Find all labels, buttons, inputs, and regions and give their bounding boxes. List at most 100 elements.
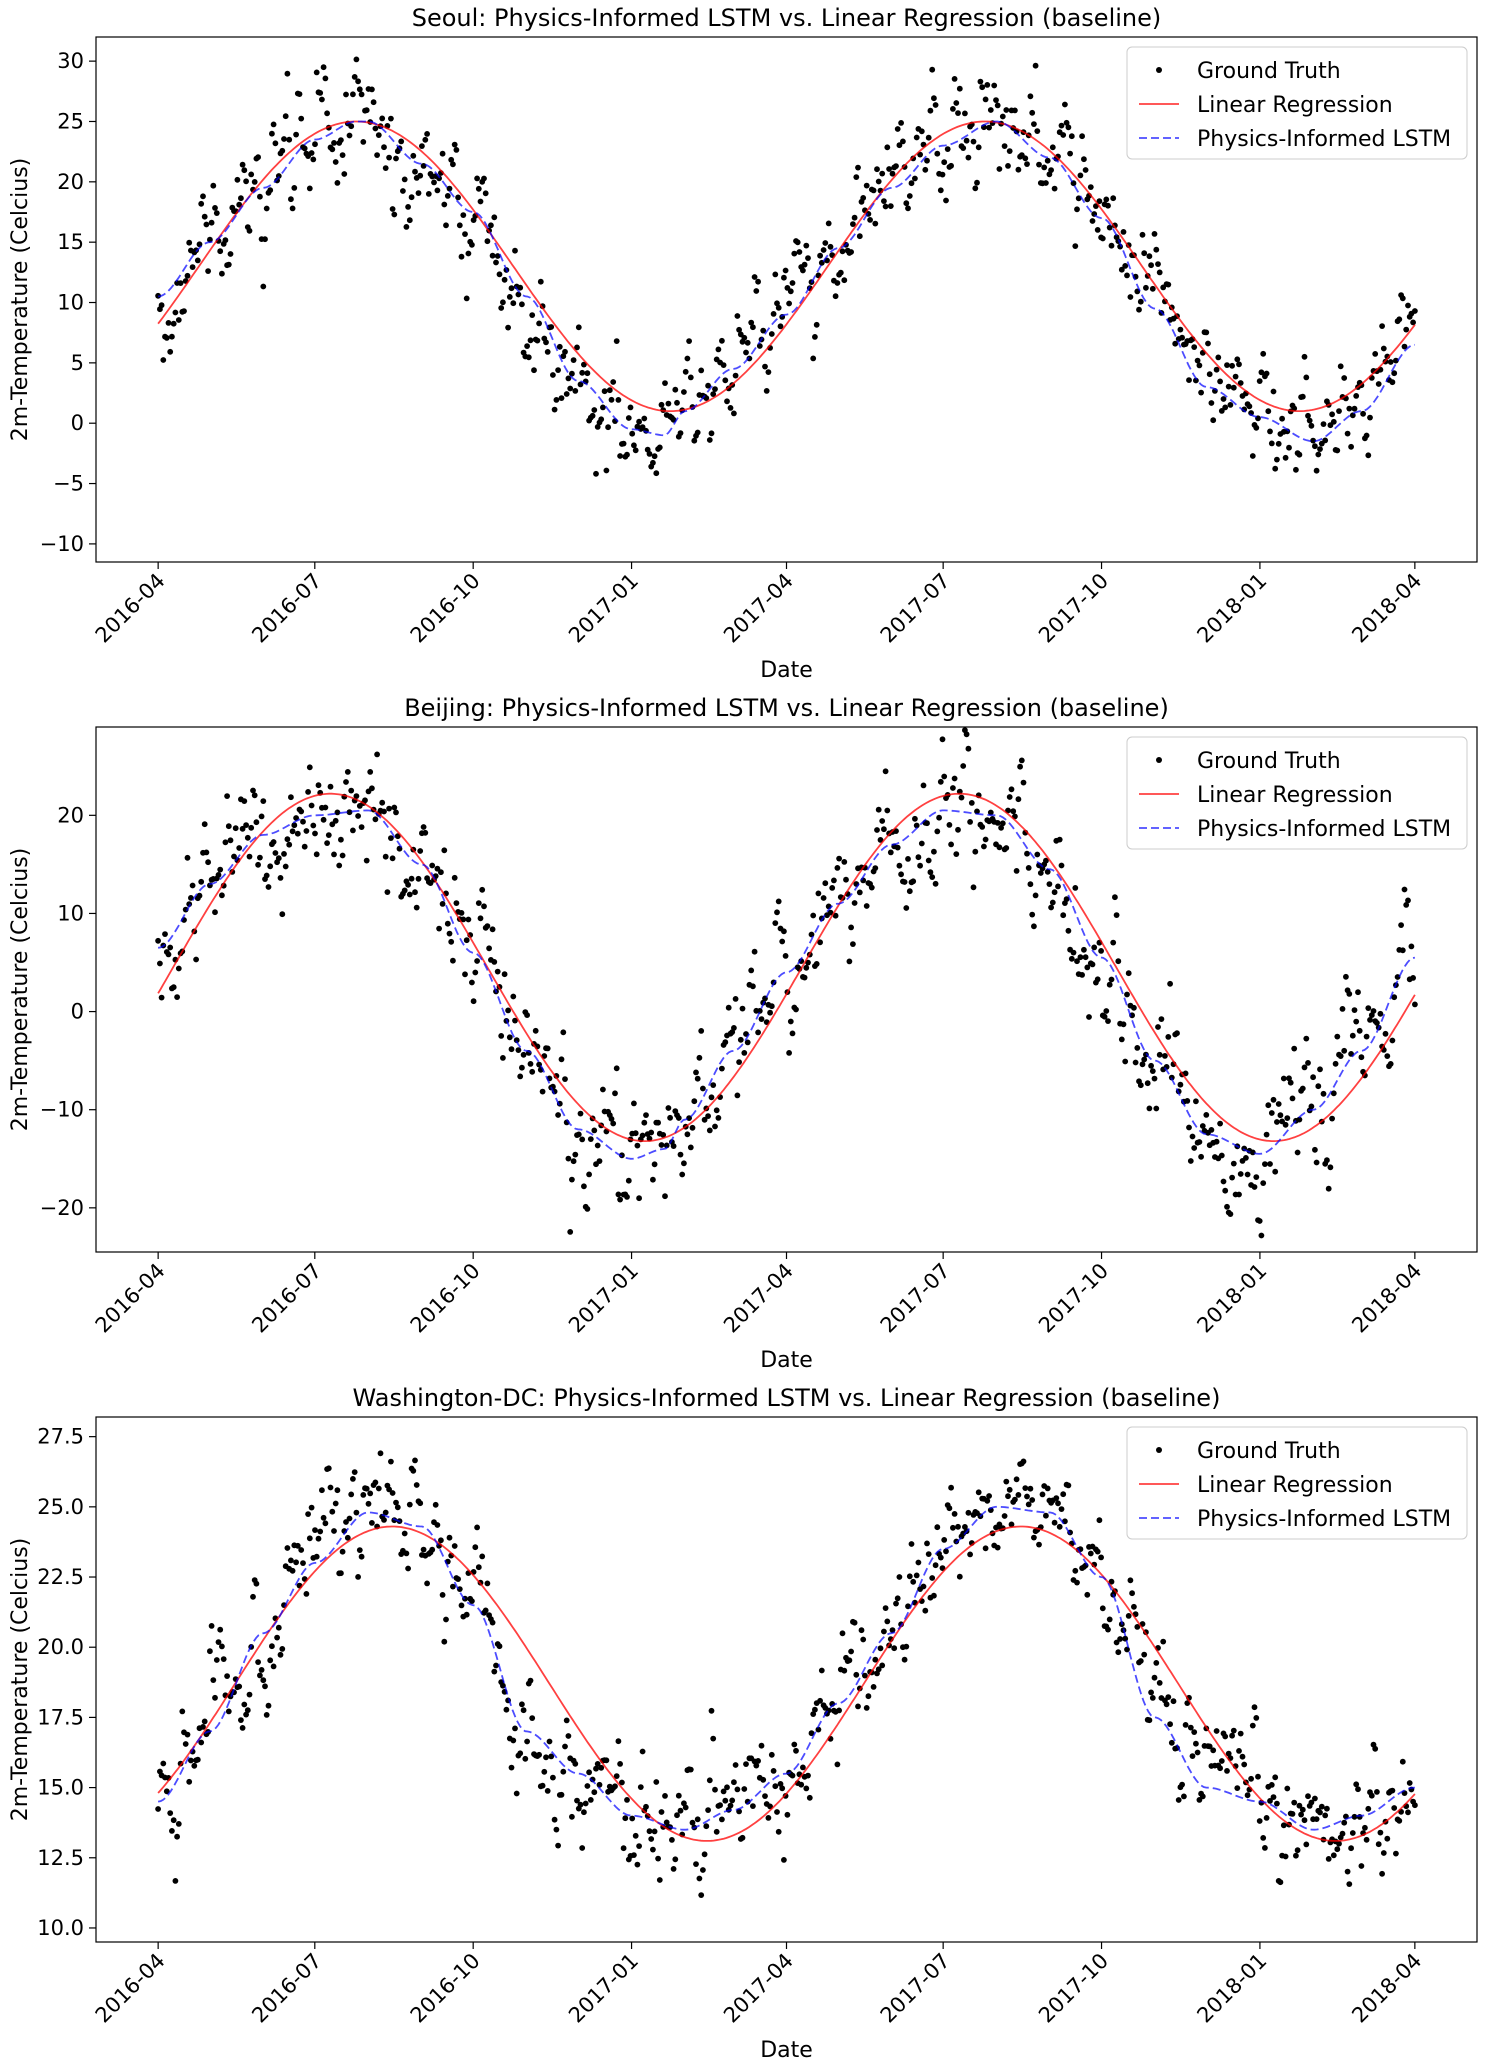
ground-truth-point	[691, 1098, 698, 1105]
ground-truth-point	[482, 1607, 489, 1614]
ground-truth-point	[722, 1039, 729, 1046]
ground-truth-point	[322, 1520, 329, 1527]
ground-truth-point	[872, 865, 879, 871]
ground-truth-point	[762, 1793, 768, 1799]
ground-truth-point	[1315, 1083, 1322, 1090]
ground-truth-point	[1218, 1758, 1225, 1764]
ground-truth-point	[658, 401, 665, 408]
ground-truth-point	[693, 1861, 699, 1867]
ground-truth-point	[922, 166, 929, 173]
ground-truth-point	[603, 467, 610, 474]
ground-truth-point	[965, 1509, 972, 1516]
ground-truth-point	[991, 82, 998, 89]
ground-truth-point	[750, 1803, 756, 1809]
ground-truth-point	[412, 168, 418, 175]
ground-truth-point	[1032, 892, 1039, 899]
ground-truth-point	[624, 1194, 630, 1200]
ground-truth-point	[1312, 1146, 1318, 1153]
ground-truth-point	[825, 220, 832, 227]
ground-truth-point	[277, 1651, 284, 1658]
ground-truth-point	[484, 1580, 491, 1587]
ground-truth-point	[744, 1039, 751, 1046]
ground-truth-point	[1365, 1005, 1372, 1011]
ground-truth-point	[1244, 1171, 1251, 1178]
ground-truth-point	[1280, 1822, 1287, 1829]
ground-truth-point	[388, 835, 394, 841]
ground-truth-point	[1291, 405, 1298, 412]
ground-truth-point	[1055, 1500, 1061, 1507]
legend-marker-ground-truth	[1156, 1447, 1162, 1453]
ground-truth-point	[558, 1791, 565, 1798]
ground-truth-point	[306, 1535, 313, 1542]
ground-truth-point	[1325, 1185, 1332, 1192]
ground-truth-point	[515, 1047, 522, 1053]
ground-truth-point	[1077, 172, 1084, 179]
ground-truth-point	[981, 843, 987, 850]
ground-truth-point	[462, 971, 468, 978]
ground-truth-point	[665, 400, 672, 407]
ground-truth-point	[646, 1828, 653, 1835]
ground-truth-point	[1087, 184, 1094, 191]
ground-truth-point	[1222, 1187, 1229, 1194]
ground-truth-point	[1081, 156, 1087, 163]
y-tick-label: 5	[71, 351, 84, 375]
ground-truth-point	[884, 807, 891, 814]
ground-truth-point	[993, 97, 999, 103]
ground-truth-point	[696, 1875, 703, 1882]
ground-truth-point	[239, 825, 246, 832]
ground-truth-point	[1368, 1792, 1375, 1799]
ground-truth-point	[834, 865, 841, 871]
ground-truth-point	[1327, 1164, 1334, 1171]
ground-truth-point	[977, 78, 984, 85]
ground-truth-point	[1213, 1138, 1220, 1145]
ground-truth-point	[753, 1762, 760, 1769]
x-axis-label: Date	[760, 1348, 813, 1373]
ground-truth-point	[731, 410, 737, 417]
ground-truth-point	[1136, 306, 1142, 313]
ground-truth-point	[1393, 357, 1399, 364]
ground-truth-point	[1277, 1112, 1284, 1119]
ground-truth-point	[263, 872, 270, 879]
ground-truth-point	[720, 1788, 727, 1795]
ground-truth-point	[284, 1545, 291, 1551]
ground-truth-point	[1124, 1646, 1130, 1653]
ground-truth-point	[379, 799, 386, 806]
ground-truth-point	[527, 1061, 534, 1067]
ground-truth-point	[532, 1027, 539, 1034]
ground-truth-point	[246, 227, 253, 234]
ground-truth-point	[798, 1781, 805, 1788]
ground-truth-point	[877, 837, 884, 843]
ground-truth-point	[355, 813, 361, 819]
ground-truth-point	[269, 130, 275, 137]
y-tick-label: 15	[57, 230, 84, 254]
ground-truth-point	[787, 288, 794, 295]
ground-truth-point	[1056, 836, 1063, 843]
ground-truth-point	[1082, 167, 1089, 173]
ground-truth-point	[674, 1812, 680, 1819]
ground-truth-point	[1353, 393, 1360, 399]
ground-truth-point	[1274, 456, 1280, 463]
ground-truth-point	[215, 872, 222, 878]
y-tick-label: −10	[40, 1098, 84, 1122]
ground-truth-point	[222, 237, 229, 244]
ground-truth-point	[929, 874, 936, 880]
ground-truth-point	[1187, 1158, 1194, 1164]
ground-truth-point	[572, 1760, 579, 1767]
ground-truth-point	[562, 1076, 568, 1082]
ground-truth-point	[1296, 1802, 1303, 1809]
ground-truth-point	[724, 1784, 730, 1791]
ground-truth-point	[301, 843, 308, 850]
ground-truth-point	[918, 840, 925, 847]
ground-truth-point	[999, 820, 1006, 827]
ground-truth-point	[1379, 323, 1385, 329]
ground-truth-point	[1272, 1774, 1279, 1781]
ground-truth-point	[587, 1797, 594, 1803]
ground-truth-point	[591, 1789, 598, 1796]
ground-truth-point	[548, 324, 555, 330]
ground-truth-point	[617, 1196, 623, 1203]
ground-truth-point	[1249, 1722, 1256, 1729]
ground-truth-point	[544, 349, 551, 355]
ground-truth-point	[565, 1733, 572, 1739]
ground-truth-point	[491, 1668, 498, 1675]
ground-truth-point	[1031, 121, 1037, 127]
